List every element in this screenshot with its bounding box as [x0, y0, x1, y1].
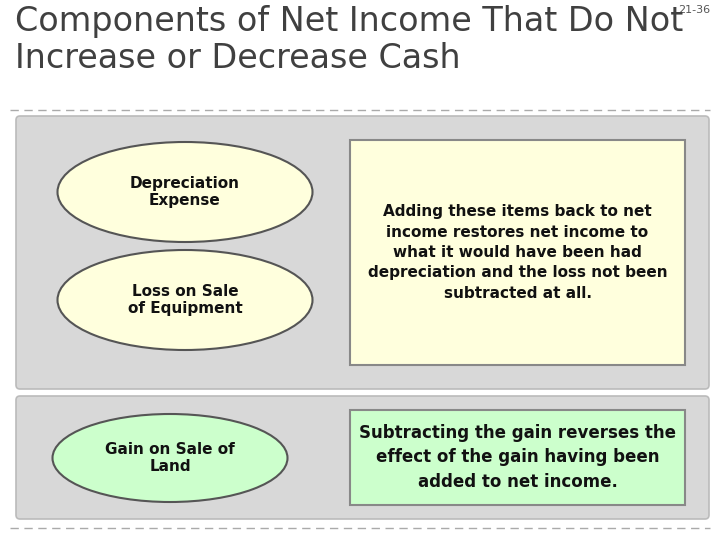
Text: Depreciation
Expense: Depreciation Expense — [130, 176, 240, 208]
Text: Subtracting the gain reverses the
effect of the gain having been
added to net in: Subtracting the gain reverses the effect… — [359, 424, 676, 491]
FancyBboxPatch shape — [16, 396, 709, 519]
Ellipse shape — [58, 250, 312, 350]
Text: Components of Net Income That Do Not
Increase or Decrease Cash: Components of Net Income That Do Not Inc… — [15, 5, 683, 75]
FancyBboxPatch shape — [350, 410, 685, 505]
Ellipse shape — [53, 414, 287, 502]
FancyBboxPatch shape — [16, 116, 709, 389]
Text: Gain on Sale of
Land: Gain on Sale of Land — [105, 442, 235, 474]
FancyBboxPatch shape — [350, 140, 685, 365]
Text: Adding these items back to net
income restores net income to
what it would have : Adding these items back to net income re… — [368, 204, 667, 301]
Text: Loss on Sale
of Equipment: Loss on Sale of Equipment — [127, 284, 243, 316]
Ellipse shape — [58, 142, 312, 242]
Text: 21-36: 21-36 — [678, 5, 710, 15]
